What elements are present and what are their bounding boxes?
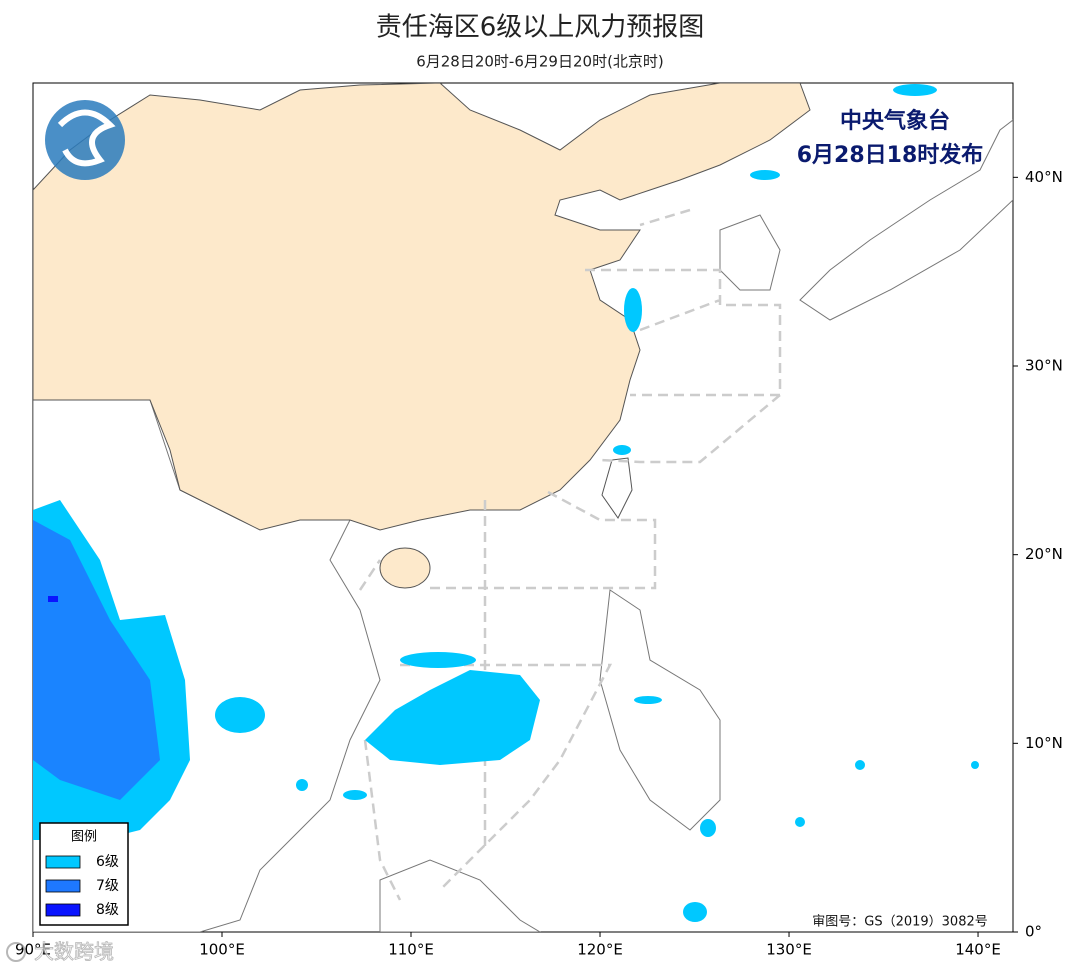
sea-area-lines	[358, 208, 782, 901]
legend-label: 7级	[96, 878, 119, 894]
wind-areas	[33, 84, 979, 922]
issue-time: 6月28日18时发布	[797, 142, 984, 168]
hainan	[379, 547, 431, 589]
logo	[45, 100, 125, 180]
legend-label: 8级	[96, 902, 119, 918]
watermark-text: 大数跨境	[34, 940, 114, 964]
legend-label: 6级	[96, 854, 119, 870]
china-land	[33, 83, 811, 531]
legend: 图例 6级 7级 8级	[39, 822, 129, 926]
other-land	[33, 119, 1013, 932]
y-tick-label: 40°N	[1025, 168, 1063, 186]
legend-swatch	[45, 855, 81, 869]
y-tick-label: 0°	[1025, 923, 1042, 941]
x-tick-label: 140°E	[955, 941, 1001, 959]
y-tick-label: 30°N	[1025, 357, 1063, 375]
subtitle: 6月28日20时-6月29日20时(北京时)	[416, 53, 664, 71]
x-tick-label: 110°E	[388, 941, 434, 959]
legend-title: 图例	[71, 830, 97, 845]
legend-swatch	[45, 879, 81, 893]
x-tick-label: 100°E	[199, 941, 245, 959]
taiwan	[601, 457, 633, 519]
x-tick-label: 130°E	[766, 941, 812, 959]
axis: 90°E 100°E 110°E 120°E 130°E 140°E0°10°N20°N3…	[15, 168, 1063, 959]
watermark: 大数跨境	[6, 939, 114, 964]
title: 责任海区6级以上风力预报图	[376, 13, 705, 43]
credit: 审图号：GS（2019）3082号	[812, 915, 988, 930]
x-tick-label: 120°E	[577, 941, 623, 959]
agency: 中央气象台	[840, 108, 950, 134]
y-tick-label: 10°N	[1025, 734, 1063, 752]
legend-swatch	[45, 903, 81, 917]
map-frame	[32, 82, 1014, 933]
y-tick-label: 20°N	[1025, 545, 1063, 563]
